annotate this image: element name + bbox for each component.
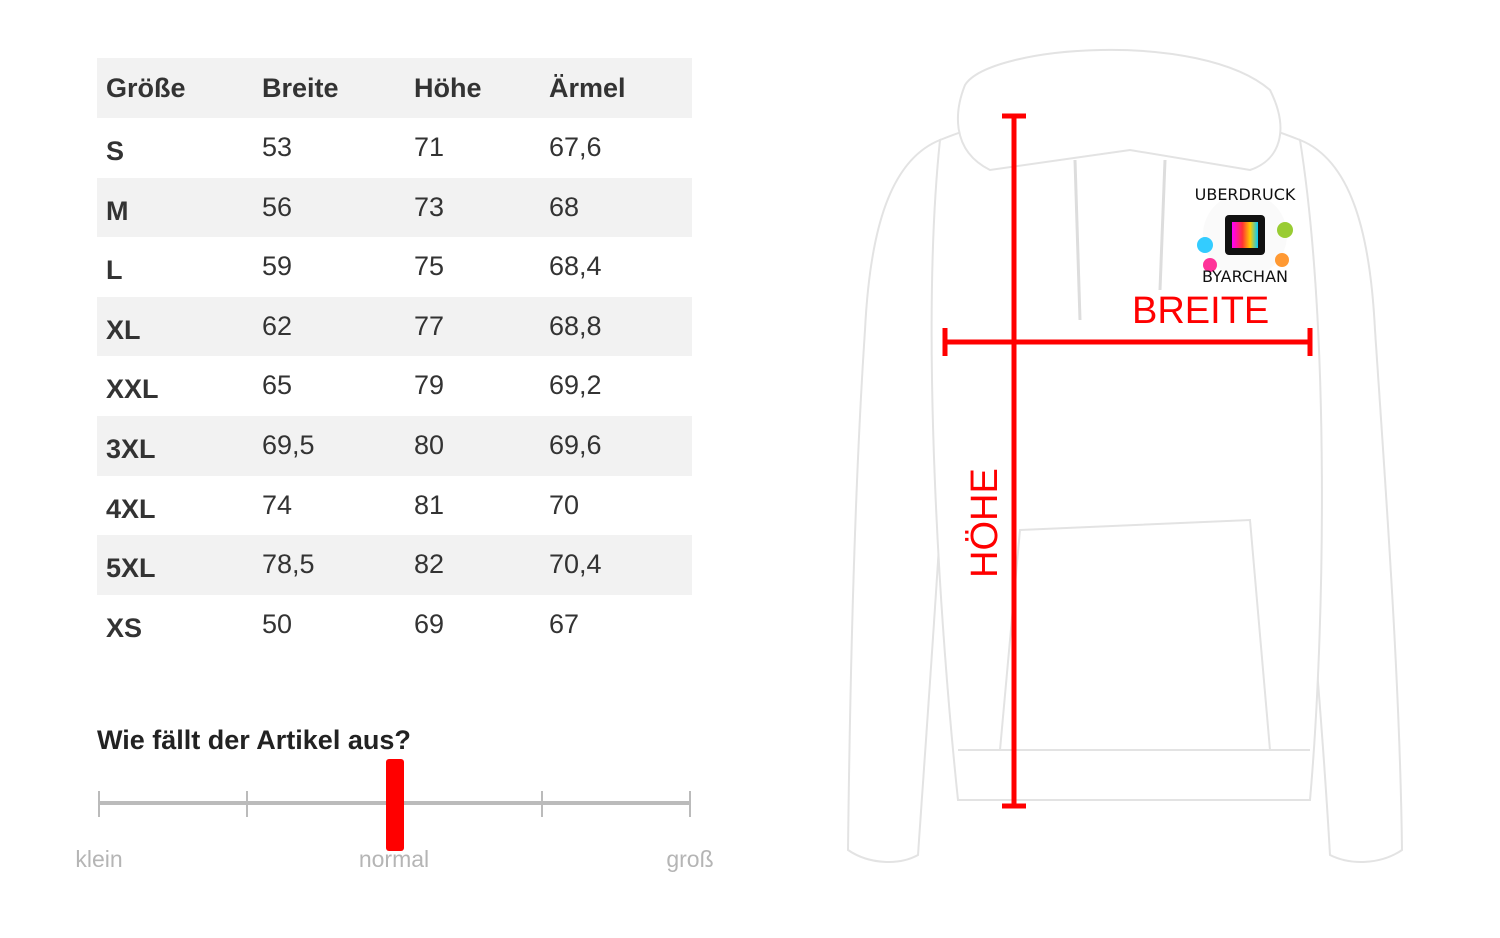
cell-width: 59 (262, 251, 293, 282)
cell-width: 62 (262, 310, 293, 341)
table-row: 3XL 69,5 80 69,6 (97, 415, 692, 476)
cell-sleeve: 67 (549, 608, 580, 639)
scale-tick (541, 791, 543, 817)
cell-width: 78,5 (262, 549, 315, 580)
cell-size: XXL (106, 374, 159, 405)
cell-sleeve: 70,4 (549, 549, 602, 580)
cell-sleeve: 69,2 (549, 370, 602, 401)
cell-size: M (106, 195, 129, 226)
cell-width: 53 (262, 132, 293, 162)
cell-width: 50 (262, 608, 293, 639)
cell-height: 77 (414, 310, 445, 341)
cell-size: XS (106, 612, 143, 643)
cell-height: 69 (414, 608, 445, 639)
cell-height: 75 (414, 251, 445, 282)
cell-height: 73 (414, 191, 445, 222)
fit-title: Wie fällt der Artikel aus? (97, 725, 411, 755)
cell-sleeve: 68,4 (549, 251, 602, 282)
scale-tick (98, 791, 100, 817)
hoodie-hood (956, 48, 1282, 172)
header-size: Größe (106, 73, 186, 103)
cell-height: 71 (414, 132, 445, 162)
table-row: M 56 73 68 (97, 177, 692, 238)
cell-size: 5XL (106, 553, 156, 584)
fit-label-small: klein (75, 846, 123, 872)
header-height: Höhe (414, 73, 482, 103)
hoodie-illustration: UBERDRUCK BYARCHAN BREITE HÖHE (846, 48, 1404, 863)
cell-sleeve: 67,6 (549, 132, 602, 162)
scale-tick (689, 791, 691, 817)
table-row: XXL 65 79 69,2 (97, 356, 692, 416)
table-row: 4XL 74 81 70 (97, 476, 692, 536)
cell-size: 3XL (106, 433, 156, 464)
size-table: Größe Breite Höhe Ärmel S 53 71 67,6 M 56 73 68… (97, 58, 692, 654)
height-label: HÖHE (964, 468, 1006, 578)
cell-size: S (106, 136, 125, 166)
cell-sleeve: 70 (549, 489, 580, 520)
header-width: Breite (262, 73, 339, 103)
cell-sleeve: 68,8 (549, 310, 602, 341)
cell-width: 65 (262, 370, 293, 401)
svg-text:UBERDRUCK: UBERDRUCK (1195, 185, 1296, 204)
width-label: BREITE (1132, 290, 1269, 332)
cell-sleeve: 68 (549, 191, 580, 222)
fit-marker (385, 759, 404, 851)
cell-height: 79 (414, 370, 445, 401)
cell-size: XL (106, 314, 141, 345)
table-row: XS 50 69 67 (97, 595, 692, 655)
cell-sleeve: 69,6 (549, 429, 602, 460)
table-header: Größe Breite Höhe Ärmel (97, 58, 692, 118)
cell-height: 82 (414, 549, 445, 580)
fit-label-large: groß (666, 846, 714, 872)
table-row: 5XL 78,5 82 70,4 (97, 535, 692, 595)
measure-lines (942, 113, 1313, 809)
table-row: S 53 71 67,6 (97, 118, 692, 178)
cell-width: 56 (262, 191, 293, 222)
table-row: XL 62 77 68,8 (97, 296, 692, 357)
cell-height: 80 (414, 429, 445, 460)
cell-size: 4XL (106, 493, 156, 524)
header-sleeve: Ärmel (549, 73, 626, 103)
fit-label-normal: normal (358, 846, 430, 872)
brand-logo: UBERDRUCK BYARCHAN (1195, 185, 1296, 286)
cell-height: 81 (414, 489, 445, 520)
cell-width: 69,5 (262, 429, 315, 460)
scale-tick (246, 791, 248, 817)
cell-width: 74 (262, 489, 293, 520)
table-row: L 59 75 68,4 (97, 237, 692, 297)
hoodie-left-sleeve (846, 138, 952, 863)
cell-size: L (106, 255, 123, 286)
svg-text:BYARCHAN: BYARCHAN (1202, 267, 1288, 286)
